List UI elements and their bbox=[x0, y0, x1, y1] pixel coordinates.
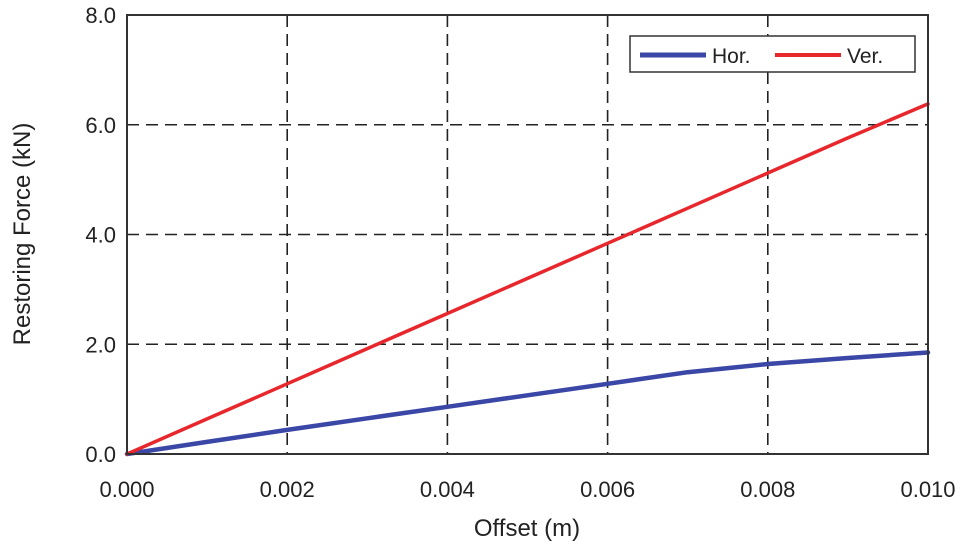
x-tick-label: 0.010 bbox=[900, 477, 955, 502]
y-tick-label: 4.0 bbox=[85, 223, 116, 248]
y-axis-title: Restoring Force (kN) bbox=[9, 123, 36, 346]
y-tick-label: 0.0 bbox=[85, 442, 116, 467]
legend-label-ver: Ver. bbox=[847, 45, 883, 68]
y-tick-label: 8.0 bbox=[85, 3, 116, 28]
x-tick-label: 0.000 bbox=[99, 477, 154, 502]
x-tick-label: 0.004 bbox=[420, 477, 475, 502]
series-lines bbox=[124, 102, 931, 457]
y-tick-label: 2.0 bbox=[85, 332, 116, 357]
series-line-ver bbox=[125, 102, 930, 456]
tick-labels: 0.000 0.002 0.004 0.006 0.008 0.010 0.0 2.0 4.0 6… bbox=[85, 3, 955, 502]
y-tick-label: 6.0 bbox=[85, 113, 116, 138]
grid-lines bbox=[127, 15, 928, 454]
series-line-hor bbox=[124, 350, 931, 457]
legend-label-hor: Hor. bbox=[712, 45, 751, 68]
legend: Hor. Ver. bbox=[629, 35, 916, 73]
x-tick-label: 0.006 bbox=[580, 477, 635, 502]
x-axis-title: Offset (m) bbox=[474, 515, 580, 542]
x-tick-label: 0.008 bbox=[740, 477, 795, 502]
plot-frame bbox=[126, 14, 929, 455]
x-tick-label: 0.002 bbox=[260, 477, 315, 502]
